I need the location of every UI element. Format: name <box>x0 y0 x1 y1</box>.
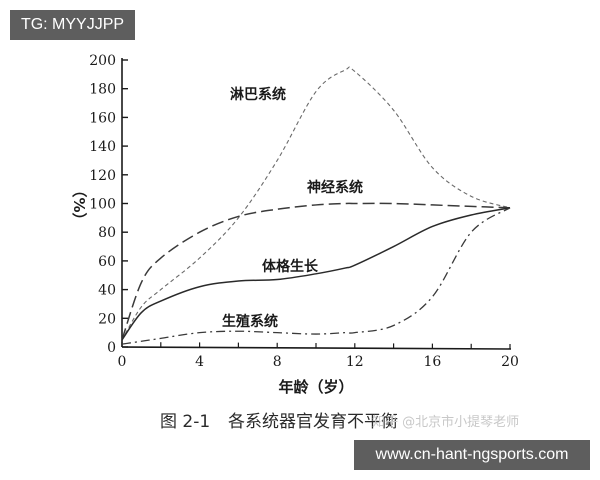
x-ticks: 0 4 8 12 16 20 <box>118 342 519 370</box>
url-badge: www.cn-hant-ngsports.com <box>354 440 590 470</box>
tg-badge: TG: MYYJJPP <box>10 10 135 40</box>
x-tick-label: 12 <box>346 354 364 370</box>
x-tick-label: 0 <box>118 354 127 370</box>
y-tick-label: 80 <box>98 225 116 241</box>
y-tick-label: 20 <box>98 311 116 327</box>
axes: 0 20 40 60 80 100 120 140 160 180 200 0 4 8 12 16 20 <box>89 53 519 370</box>
series-group <box>121 66 511 345</box>
label-reproductive: 生殖系统 <box>222 313 278 330</box>
label-nervous: 神经系统 <box>307 179 363 196</box>
y-tick-label: 120 <box>89 168 116 184</box>
y-tick-label: 180 <box>89 82 116 98</box>
y-tick-label: 140 <box>89 139 116 155</box>
figure-title: 各系统器官发育不平衡 <box>228 412 398 432</box>
x-tick-label: 16 <box>423 354 441 370</box>
y-ticks: 0 20 40 60 80 100 120 140 160 180 200 <box>89 53 128 356</box>
y-tick-label: 100 <box>89 197 116 213</box>
x-tick-label: 20 <box>501 354 519 370</box>
y-tick-label: 60 <box>98 254 116 270</box>
label-body-growth: 体格生长 <box>262 258 319 275</box>
label-lymphatic: 淋巴系统 <box>230 86 286 103</box>
y-tick-label: 200 <box>89 53 116 69</box>
y-tick-label: 40 <box>98 283 116 299</box>
x-axis-title: 年龄（岁） <box>278 378 353 396</box>
y-tick-label: 0 <box>107 340 116 356</box>
x-tick-label: 8 <box>273 354 282 370</box>
y-axis-title: （%） <box>70 182 88 227</box>
body-growth-curve <box>121 207 511 341</box>
x-tick-label: 4 <box>195 354 204 370</box>
nervous-curve <box>121 202 511 341</box>
lymphatic-curve <box>121 66 511 341</box>
reproductive-curve <box>121 207 511 345</box>
figure-number: 图 2-1 <box>160 412 210 432</box>
watermark: 知乎 @北京市小提琴老师 <box>372 414 519 430</box>
y-tick-label: 160 <box>89 110 116 126</box>
